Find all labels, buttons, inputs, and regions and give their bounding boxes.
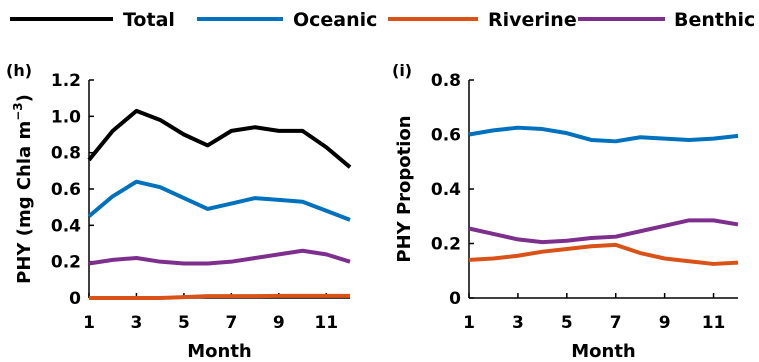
y-axis-label-superscript: −3: [11, 102, 25, 120]
y-tick-label: 0.6: [51, 180, 81, 200]
panel-label-i: (i): [392, 61, 412, 80]
y-tick-label: 0.4: [51, 216, 81, 236]
series-line-total-h: [87, 108, 352, 169]
series-line-benthic-i: [468, 218, 739, 245]
x-tick-label: 1: [463, 313, 475, 333]
x-tick-label: 3: [131, 313, 143, 333]
x-tick-label: 7: [225, 313, 237, 333]
series-line-benthic-h: [88, 248, 351, 266]
series-line-riverine-i: [468, 242, 739, 266]
series-line-oceanic-h: [87, 179, 351, 222]
panel-h: 0 0.2 0.4 0.6 0.8 1.0 1.2 1 3 5 7 9 11 Month PHY (mg C…: [6, 61, 352, 362]
legend-label-riverine: Riverine: [488, 9, 577, 31]
y-tick-label: 0: [69, 289, 81, 309]
x-axis-label-i: Month: [571, 341, 636, 362]
legend-label-benthic: Benthic: [674, 9, 755, 31]
y-tick-label: 1.2: [51, 71, 81, 91]
x-tick-label: 5: [561, 313, 573, 333]
x-axis-label-h: Month: [187, 341, 252, 362]
panel-i: 0 0.2 0.4 0.6 0.8 1 3 5 7 9 11 Month PHY Propotion (i…: [392, 61, 739, 362]
x-tick-label: 5: [178, 313, 190, 333]
legend: Total Oceanic Riverine Benthic: [10, 9, 755, 31]
y-axis-label-text: PHY Propotion: [394, 115, 415, 262]
y-axis-label-h: PHY (mg Chla m−3): [11, 94, 35, 284]
x-tick-label: 7: [610, 313, 622, 333]
y-tick-label: 0: [449, 289, 461, 309]
x-tick-label: 9: [659, 313, 671, 333]
series-line-oceanic-i: [468, 125, 739, 144]
x-tick-label: 3: [512, 313, 524, 333]
x-tick-label: 11: [314, 313, 338, 333]
y-tick-label: 0.2: [431, 235, 461, 255]
panel-label-h: (h): [6, 61, 32, 80]
y-tick-label: 0.4: [431, 180, 461, 200]
y-tick-label: 1.0: [51, 107, 81, 127]
x-tick-label: 1: [83, 313, 95, 333]
y-tick-label: 0.6: [431, 126, 461, 146]
x-tick-label: 11: [702, 313, 726, 333]
legend-label-total: Total: [123, 9, 175, 31]
y-axis-label-close: ): [14, 94, 35, 102]
x-tick-label: 9: [273, 313, 285, 333]
series-line-riverine-h: [89, 293, 350, 300]
y-tick-label: 0.8: [431, 71, 461, 91]
legend-label-oceanic: Oceanic: [293, 9, 377, 31]
y-axis-label-text: PHY (mg Chla m: [14, 121, 35, 284]
y-axis-label-i: PHY Propotion: [394, 115, 415, 262]
y-tick-label: 0.8: [51, 144, 81, 164]
y-tick-label: 0.2: [51, 253, 81, 273]
